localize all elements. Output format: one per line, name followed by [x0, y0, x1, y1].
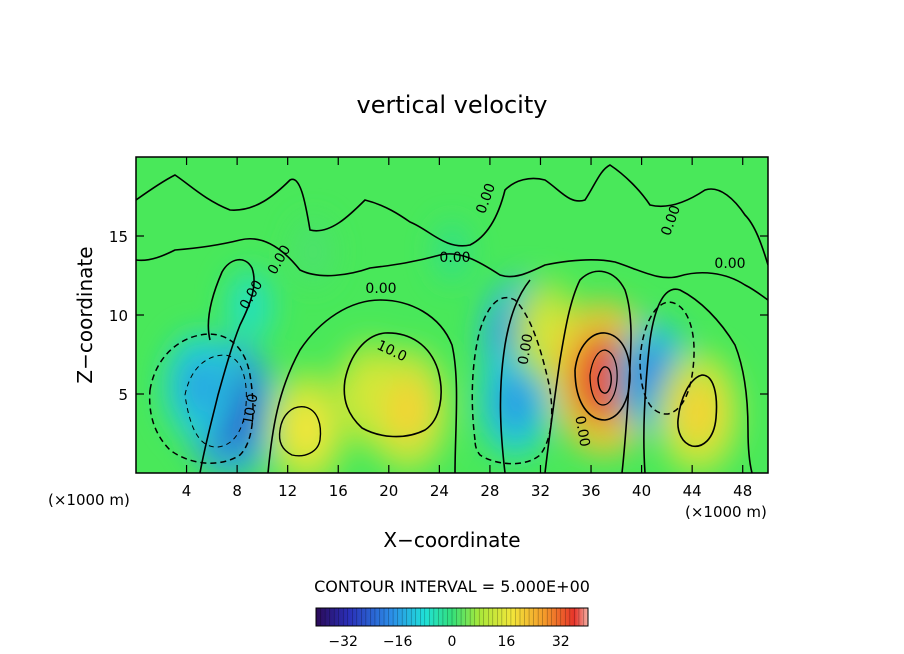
contour-zero-left — [199, 259, 255, 473]
contour-label: 0.00 — [515, 333, 536, 366]
contour-neg-2 — [184, 354, 247, 448]
velocity-cell-1-core — [179, 356, 219, 416]
contour-zero-a — [267, 299, 458, 473]
contour-zero-b — [499, 279, 531, 473]
contour-neg-1 — [148, 333, 254, 464]
x-unit-right: (×1000 m) — [685, 503, 767, 521]
contour-pos-2 — [278, 406, 322, 457]
contour-pos-5 — [597, 366, 612, 394]
y-axis: 5 10 15 — [109, 228, 768, 404]
x-tick-label: 44 — [683, 482, 702, 500]
x-tick-label: 32 — [531, 482, 550, 500]
contour-label: 0.00 — [714, 256, 745, 272]
x-tick-label: 16 — [329, 482, 348, 500]
contour-pos-1 — [343, 332, 442, 438]
contour-zero-c — [544, 270, 632, 473]
colorbar: −32 −16 0 16 32 — [315, 607, 589, 650]
contour-pos-6 — [677, 374, 718, 448]
colorbar-tick-label: −16 — [383, 634, 413, 650]
contour-zero-d — [643, 288, 753, 473]
contour-label: 10.0 — [240, 393, 261, 426]
contour-pos-3 — [574, 332, 631, 421]
velocity-cell-3-core — [284, 396, 329, 462]
contour-label: 0.00 — [571, 415, 592, 448]
x-tick-label: 36 — [581, 482, 600, 500]
colorbar-ticks: −32 −16 0 16 32 — [328, 634, 569, 650]
colorbar-gradient — [315, 607, 589, 627]
contour-pos-4 — [589, 349, 618, 406]
contour-zero-top — [136, 164, 768, 266]
contour-label: 0.00 — [365, 281, 396, 297]
contour-lines — [136, 164, 768, 473]
contour-label: 0.00 — [439, 250, 470, 266]
x-axis-label: X−coordinate — [383, 528, 520, 552]
x-tick-label: 40 — [632, 482, 651, 500]
contour-neg-4 — [639, 301, 695, 415]
y-tick-label: 10 — [109, 307, 128, 325]
colorbar-segments — [320, 608, 584, 626]
y-axis-label: Z−coordinate — [73, 246, 97, 383]
contour-neg-3 — [471, 297, 553, 465]
contour-interval-text: CONTOUR INTERVAL = 5.000E+00 — [314, 577, 590, 596]
x-tick-label: 4 — [182, 482, 192, 500]
colorbar-tick-label: −32 — [328, 634, 358, 650]
x-tick-label: 8 — [232, 482, 242, 500]
y-tick-label: 5 — [118, 386, 128, 404]
contour-zero-mid — [136, 238, 768, 301]
colorbar-tick-label: 16 — [497, 634, 515, 650]
velocity-cell-5-core — [384, 375, 431, 444]
x-tick-label: 24 — [430, 482, 449, 500]
colorbar-tick-label: 0 — [448, 634, 457, 650]
colorbar-tick-label: 32 — [552, 634, 570, 650]
x-tick-label: 28 — [480, 482, 499, 500]
velocity-cell-7-core — [494, 371, 536, 433]
velocity-cell-12-core — [301, 233, 325, 271]
x-unit-left: (×1000 m) — [48, 491, 130, 509]
y-tick-label: 15 — [109, 228, 128, 246]
chart-title: vertical velocity — [357, 91, 548, 119]
x-tick-label: 12 — [278, 482, 297, 500]
x-tick-label: 48 — [733, 482, 752, 500]
x-axis: 4 8 12 16 20 24 28 32 36 40 44 48 — [182, 157, 752, 500]
plot-area: 0.000.000.00 0.000.000.000.000.0010.010.0… — [136, 157, 768, 473]
x-tick-label: 20 — [379, 482, 398, 500]
